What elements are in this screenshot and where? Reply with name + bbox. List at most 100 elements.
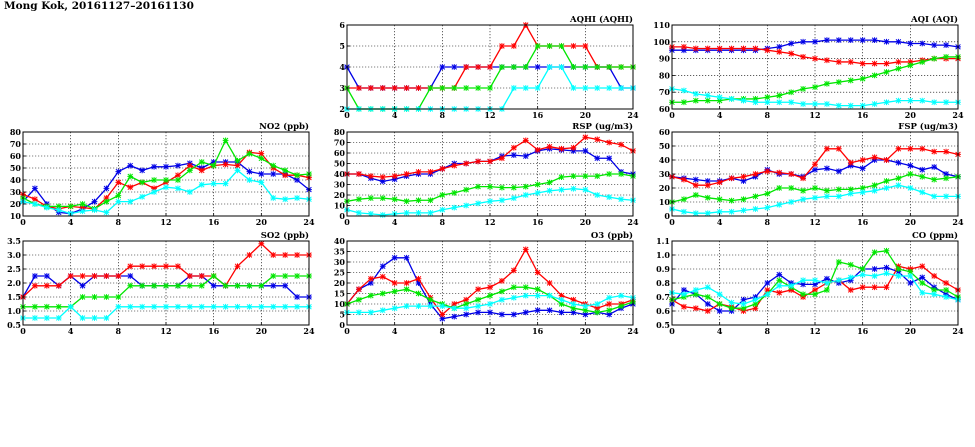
x-tick-label: 4 — [392, 217, 398, 227]
data-point-blue — [475, 309, 481, 316]
data-point-blue — [931, 164, 938, 170]
data-point-red — [752, 45, 759, 52]
y-tick-label: 4 — [339, 62, 345, 72]
data-point-cyan — [198, 303, 205, 310]
data-point-cyan — [403, 303, 410, 309]
data-point-blue — [883, 38, 890, 45]
x-tick-label: 12 — [809, 110, 820, 120]
chart-panel-fsp: 0 4 8 12 16 20 24 0 10 20 30 40 50 60 FSP (ug/m3) — [659, 121, 964, 227]
data-point-red — [681, 303, 687, 310]
data-point-red — [379, 85, 386, 91]
data-point-green — [943, 175, 949, 182]
data-point-green — [451, 190, 458, 196]
data-point-green — [788, 185, 795, 191]
data-point-red — [163, 263, 169, 270]
data-point-red — [55, 282, 62, 289]
data-point-cyan — [79, 208, 86, 215]
data-point-green — [943, 54, 949, 60]
data-point-blue — [907, 280, 914, 286]
data-point-green — [546, 179, 553, 186]
data-point-cyan — [163, 303, 169, 310]
y-tick-label: 60 — [659, 104, 671, 114]
data-point-cyan — [800, 196, 806, 203]
x-tick-label: 4 — [717, 217, 723, 227]
data-point-cyan — [895, 97, 902, 104]
data-point-red — [234, 162, 241, 169]
data-point-green — [32, 303, 38, 310]
data-point-cyan — [812, 194, 818, 201]
data-point-cyan — [681, 291, 687, 298]
data-point-red — [883, 157, 890, 163]
data-point-cyan — [582, 186, 589, 193]
data-point-cyan — [895, 273, 902, 279]
data-point-blue — [776, 43, 783, 50]
data-point-red — [175, 172, 181, 179]
x-tick-label: 24 — [303, 217, 315, 227]
data-point-cyan — [270, 303, 277, 310]
data-point-cyan — [752, 206, 759, 212]
data-point-cyan — [439, 206, 446, 213]
data-point-red — [606, 301, 613, 307]
data-point-cyan — [716, 291, 723, 298]
data-point-green — [907, 171, 914, 177]
data-point-green — [115, 192, 122, 199]
data-point-blue — [859, 165, 866, 172]
data-point-green — [752, 96, 759, 102]
y-tick-label: 60 — [334, 148, 346, 158]
data-point-blue — [463, 311, 470, 318]
data-point-red — [788, 50, 795, 57]
data-point-blue — [907, 40, 914, 47]
data-point-red — [919, 145, 926, 152]
data-point-blue — [788, 40, 795, 47]
data-point-blue — [558, 309, 565, 316]
data-point-red — [475, 158, 481, 165]
data-point-green — [234, 282, 241, 289]
y-tick-label: 30 — [334, 180, 346, 190]
x-tick-label: 0 — [344, 217, 350, 227]
data-point-red — [391, 173, 398, 179]
data-point-cyan — [534, 85, 541, 91]
data-point-cyan — [32, 315, 38, 321]
data-point-cyan — [728, 299, 735, 306]
x-tick-label: 8 — [440, 110, 446, 120]
data-point-blue — [258, 171, 265, 177]
data-point-red — [186, 162, 193, 169]
data-point-red — [234, 263, 241, 270]
data-point-cyan — [907, 97, 914, 104]
data-point-cyan — [546, 187, 553, 194]
chart-panel-aqhi: 0 4 8 12 16 20 24 2 3 4 5 6 AQHI (AQHI) — [339, 14, 639, 120]
y-tick-label: 0.8 — [656, 278, 670, 288]
x-tick-label: 0 — [344, 326, 350, 336]
y-tick-label: 20 — [334, 278, 346, 288]
x-tick-label: 4 — [68, 326, 74, 336]
data-point-cyan — [55, 207, 62, 213]
data-point-blue — [681, 47, 687, 54]
data-point-cyan — [139, 193, 146, 200]
data-point-red — [534, 146, 541, 153]
chart-panel-so2: 0 4 8 12 16 20 24 0.5 1.0 1.5 2.0 2.5 3.0 3.5 SO2 (ppb… — [7, 230, 315, 336]
data-point-cyan — [403, 209, 410, 216]
x-tick-label: 20 — [256, 326, 268, 336]
data-point-green — [487, 292, 493, 299]
y-tick-label: 30 — [334, 257, 346, 267]
data-point-cyan — [270, 195, 277, 201]
data-point-red — [800, 54, 806, 60]
data-point-blue — [800, 281, 806, 288]
panel-title-co: CO (ppm) — [912, 230, 958, 241]
y-tick-label: 1.0 — [656, 250, 670, 260]
data-point-green — [800, 291, 806, 298]
data-point-cyan — [234, 303, 241, 310]
data-point-red — [582, 134, 589, 141]
data-point-cyan — [91, 315, 98, 321]
data-point-blue — [43, 273, 50, 279]
data-point-cyan — [175, 303, 181, 310]
y-tick-label: 3.5 — [7, 236, 21, 246]
data-point-blue — [391, 176, 398, 183]
data-point-green — [594, 173, 601, 179]
panel-title-o3: O3 (ppb) — [591, 230, 633, 241]
data-point-green — [294, 172, 300, 179]
data-point-cyan — [883, 185, 890, 191]
data-point-blue — [606, 311, 613, 318]
data-point-blue — [570, 309, 577, 316]
data-point-cyan — [594, 85, 601, 91]
